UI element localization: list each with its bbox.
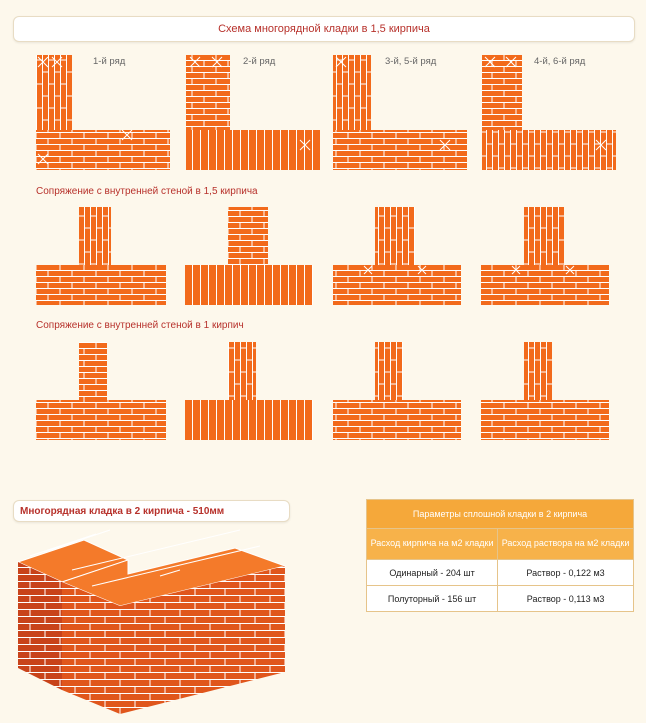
table-cell: Раствор - 0,113 м3 (497, 585, 634, 612)
table-title: Параметры сплошной кладки в 2 кирпича (366, 499, 634, 529)
junction-15-b (185, 207, 313, 305)
table-header-mortar: Расход раствора на м2 кладки (497, 528, 634, 560)
junction-15-a (36, 207, 166, 305)
corner-row-2 (186, 55, 320, 170)
junction-1-c (333, 342, 461, 440)
row-label-2: 2-й ряд (243, 56, 276, 67)
corner-row-3 (333, 55, 467, 170)
row-label-3: 3-й, 5-й ряд (385, 56, 437, 67)
corner-row-4 (482, 55, 616, 170)
junction-1-a (36, 342, 166, 440)
corner-row-1 (36, 55, 170, 170)
row-label-4: 4-й, 6-й ряд (534, 56, 586, 67)
section-title-1: Сопряжение с внутренней стеной в 1,5 кир… (36, 186, 258, 197)
junction-15-d (481, 207, 609, 305)
junction-1-b (185, 342, 313, 440)
junction-1-d (481, 342, 609, 440)
page-title: Схема многорядной кладки в 1,5 кирпича (13, 16, 635, 42)
junction-15-c (333, 207, 461, 305)
table-cell: Одинарный - 204 шт (365, 559, 499, 586)
row-label-1: 1-й ряд (93, 56, 126, 67)
parameters-table: Параметры сплошной кладки в 2 кирпича Ра… (365, 499, 634, 612)
panel-title: Многорядная кладка в 2 кирпича - 510мм (13, 500, 290, 522)
table-row: Одинарный - 204 шт Раствор - 0,122 м3 (365, 559, 634, 586)
section-title-2: Сопряжение с внутренней стеной в 1 кирпи… (36, 320, 244, 331)
3d-wall-illustration (16, 529, 287, 714)
table-cell: Полуторный - 156 шт (365, 585, 499, 612)
table-row: Полуторный - 156 шт Раствор - 0,113 м3 (365, 585, 634, 612)
table-cell: Раствор - 0,122 м3 (497, 559, 634, 586)
table-header-bricks: Расход кирпича на м2 кладки (365, 528, 499, 560)
